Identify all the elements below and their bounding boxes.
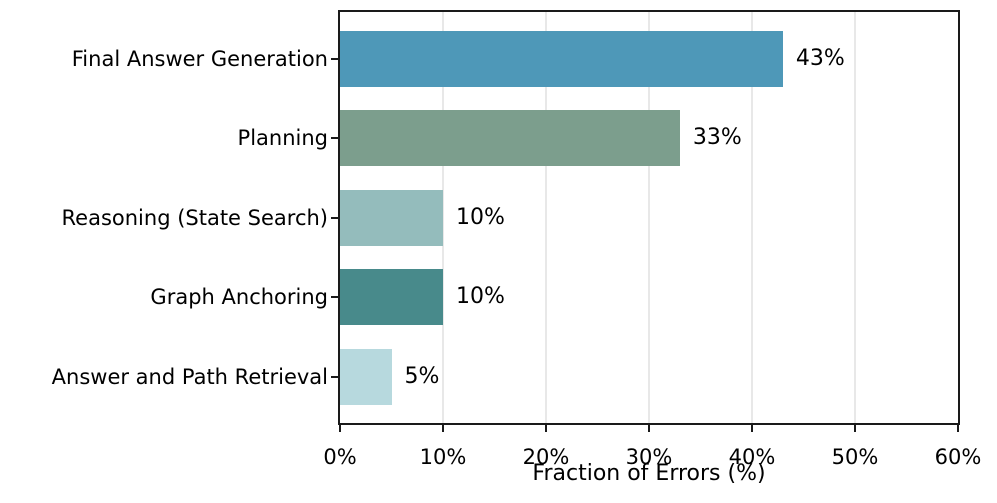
y-tick-final-answer-generation [331,57,338,60]
bar-answer-and-path-retrieval [340,348,392,405]
x-tick-0 [339,425,341,432]
y-tick-reasoning-state-search [331,216,338,219]
x-tick-label-20: 20% [522,445,570,469]
x-tick-50 [854,425,856,432]
bar-graph-anchoring [340,269,443,325]
y-tick-graph-anchoring [331,296,338,298]
value-label-final-answer-generation: 43% [795,45,845,71]
x-tick-label-0: 0% [323,445,357,469]
gridline-20 [545,12,547,423]
y-tick-planning [331,137,338,139]
value-label-reasoning-state-search: 10% [456,204,505,230]
gridline-10 [442,12,444,423]
x-axis-label: Fraction of Errors (%) [532,461,766,486]
gridline-50 [854,12,856,423]
x-tick-label-30: 30% [625,445,673,469]
category-label-graph-anchoring: Graph Anchoring [150,285,328,309]
x-tick-60 [957,425,959,432]
x-tick-label-40: 40% [728,445,776,469]
x-tick-20 [545,425,547,432]
x-tick-label-10: 10% [419,445,467,469]
x-tick-label-60: 60% [934,445,982,469]
category-label-answer-and-path-retrieval: Answer and Path Retrieval [51,364,328,389]
y-tick-answer-and-path-retrieval [331,375,338,378]
category-label-planning: Planning [237,126,328,150]
value-label-answer-and-path-retrieval: 5% [404,363,440,389]
category-label-reasoning-state-search: Reasoning (State Search) [61,205,328,230]
category-label-final-answer-generation: Final Answer Generation [71,46,328,71]
gridline-30 [648,12,650,423]
bar-reasoning-state-search [340,189,443,246]
bar-final-answer-generation [340,30,783,87]
plot-area [338,10,960,425]
value-label-planning: 33% [692,125,742,150]
gridline-40 [751,12,753,423]
x-tick-40 [751,425,753,432]
bar-planning [340,110,680,166]
x-tick-10 [442,425,444,432]
x-tick-30 [648,425,650,432]
value-label-graph-anchoring: 10% [456,284,505,309]
x-tick-label-50: 50% [831,445,879,469]
